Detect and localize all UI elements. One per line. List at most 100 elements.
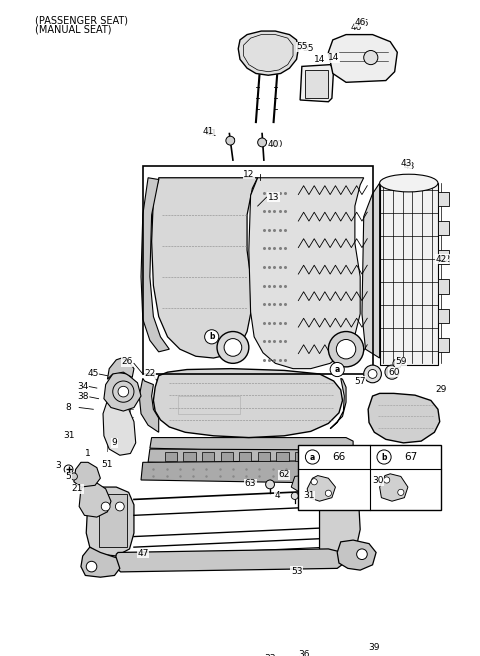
Polygon shape [368, 394, 440, 443]
Bar [165, 452, 177, 461]
Circle shape [328, 331, 364, 367]
Circle shape [118, 386, 129, 397]
Polygon shape [103, 399, 136, 455]
Bar [98, 494, 127, 547]
Polygon shape [328, 35, 397, 82]
Bar [295, 452, 307, 461]
Text: 63: 63 [245, 479, 256, 488]
Text: 55: 55 [302, 44, 313, 53]
Text: 5: 5 [66, 472, 72, 481]
Text: 47: 47 [137, 549, 148, 558]
Text: 42: 42 [439, 255, 451, 264]
Polygon shape [380, 474, 408, 501]
Text: 51: 51 [102, 460, 113, 468]
Circle shape [325, 490, 332, 497]
Text: 41: 41 [206, 129, 217, 138]
Text: b: b [381, 453, 387, 462]
Text: 40: 40 [268, 140, 279, 149]
Circle shape [377, 450, 391, 464]
Circle shape [321, 491, 328, 498]
Polygon shape [300, 65, 334, 102]
Text: 46: 46 [355, 18, 366, 27]
Text: 43: 43 [404, 162, 415, 171]
Polygon shape [148, 449, 355, 466]
Circle shape [330, 363, 344, 377]
Polygon shape [86, 487, 134, 556]
Circle shape [217, 331, 249, 363]
Circle shape [224, 338, 242, 356]
Text: 31: 31 [63, 431, 74, 440]
Text: a: a [335, 365, 340, 374]
Circle shape [71, 473, 77, 480]
Bar [313, 452, 326, 461]
Text: 22: 22 [144, 369, 156, 379]
Polygon shape [115, 549, 344, 572]
Circle shape [364, 51, 378, 65]
Bar [143, 166, 372, 374]
Bar [258, 452, 270, 461]
Text: 9: 9 [112, 438, 118, 447]
Text: 38: 38 [77, 392, 88, 401]
Text: 13: 13 [268, 193, 279, 201]
Text: 34: 34 [77, 382, 88, 391]
Bar [438, 279, 448, 293]
Circle shape [291, 493, 299, 499]
Circle shape [336, 339, 356, 359]
Circle shape [113, 381, 134, 402]
Bar [438, 338, 448, 352]
Text: (PASSENGER SEAT): (PASSENGER SEAT) [35, 15, 128, 25]
Circle shape [384, 477, 390, 483]
Text: 45: 45 [88, 369, 99, 379]
Bar [438, 308, 448, 323]
Polygon shape [341, 478, 372, 498]
Circle shape [385, 365, 399, 379]
Circle shape [311, 479, 317, 485]
Bar [438, 192, 448, 206]
Bar [380, 183, 438, 365]
Polygon shape [330, 379, 346, 429]
Bar [438, 221, 448, 236]
Polygon shape [320, 480, 360, 554]
Text: 40: 40 [271, 140, 283, 149]
Polygon shape [104, 372, 141, 411]
Text: 55: 55 [296, 43, 308, 51]
Polygon shape [291, 475, 316, 493]
Polygon shape [362, 183, 380, 358]
Polygon shape [307, 476, 336, 501]
Circle shape [305, 450, 320, 464]
Bar [348, 483, 360, 491]
Bar [202, 452, 215, 461]
Circle shape [64, 465, 73, 474]
Polygon shape [81, 547, 120, 577]
Text: 39: 39 [369, 644, 380, 653]
Circle shape [115, 502, 124, 511]
Text: 41: 41 [203, 127, 214, 136]
Circle shape [357, 549, 367, 560]
Circle shape [258, 138, 266, 147]
Bar [183, 452, 196, 461]
Text: 46: 46 [358, 20, 370, 28]
Text: 14: 14 [314, 55, 325, 64]
Bar [178, 396, 240, 414]
Bar [299, 445, 442, 510]
Bar [276, 452, 288, 461]
Polygon shape [141, 461, 360, 483]
Text: 67: 67 [404, 452, 417, 462]
Circle shape [204, 330, 219, 344]
Bar [220, 452, 233, 461]
Text: 33: 33 [264, 654, 276, 656]
Circle shape [398, 489, 404, 495]
Bar [305, 70, 328, 98]
Text: 29: 29 [436, 385, 447, 394]
Text: 1: 1 [85, 449, 91, 458]
Text: 59: 59 [395, 357, 407, 366]
Text: b: b [209, 333, 215, 341]
Polygon shape [141, 178, 169, 352]
Polygon shape [152, 178, 258, 358]
Polygon shape [249, 178, 364, 369]
Text: 53: 53 [291, 567, 302, 575]
Text: 21: 21 [72, 484, 83, 493]
Text: 66: 66 [332, 452, 346, 462]
Polygon shape [74, 462, 100, 487]
Circle shape [364, 365, 382, 383]
